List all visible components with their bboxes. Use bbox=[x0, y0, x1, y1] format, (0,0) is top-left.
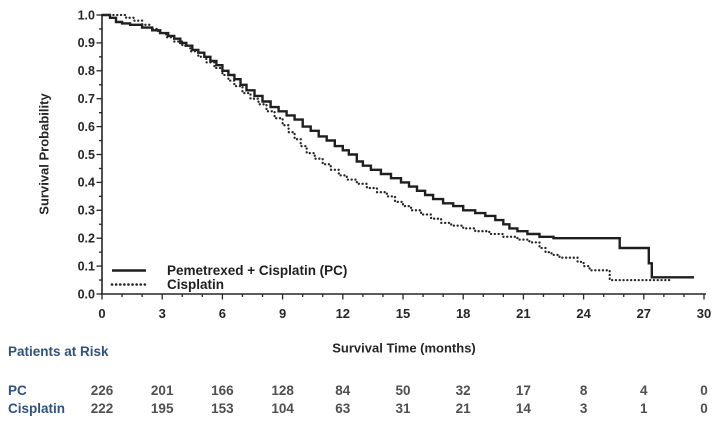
risk-count: 21 bbox=[455, 401, 471, 416]
risk-count: 84 bbox=[335, 383, 351, 398]
y-tick-label: 0.4 bbox=[78, 176, 95, 190]
y-axis-title: Survival Probability bbox=[36, 93, 52, 215]
curve-pemetrexed-cisplatin bbox=[102, 13, 694, 279]
risk-row-label-pc: PC bbox=[8, 383, 27, 398]
x-tick-label: 15 bbox=[396, 306, 410, 321]
risk-count: 128 bbox=[271, 383, 294, 398]
risk-count: 14 bbox=[515, 401, 531, 416]
y-tick-label: 0.0 bbox=[78, 287, 95, 301]
x-tick-label: 21 bbox=[516, 306, 530, 321]
risk-row-label-cisplatin: Cisplatin bbox=[8, 401, 66, 416]
y-tick-labels: 0.0 0.1 0.2 0.3 0.4 0.5 0.6 0.7 0.8 0.9 1.0 bbox=[78, 8, 95, 301]
legend-label-cisplatin: Cisplatin bbox=[167, 277, 225, 292]
x-tick-label: 18 bbox=[456, 306, 470, 321]
risk-count: 50 bbox=[395, 383, 411, 398]
risk-count: 32 bbox=[455, 383, 471, 398]
x-tick-label: 12 bbox=[336, 306, 350, 321]
y-tick-label: 0.5 bbox=[78, 148, 95, 162]
x-tick-label: 30 bbox=[697, 306, 711, 321]
y-tick-label: 0.6 bbox=[78, 120, 95, 134]
risk-count: 166 bbox=[211, 383, 234, 398]
x-tick-label: 3 bbox=[159, 306, 166, 321]
tick-marks bbox=[96, 14, 705, 300]
y-tick-label: 0.1 bbox=[78, 259, 95, 273]
risk-count: 17 bbox=[515, 383, 531, 398]
y-tick-label: 0.2 bbox=[78, 232, 95, 246]
risk-count: 153 bbox=[211, 401, 234, 416]
y-tick-label: 0.8 bbox=[78, 64, 95, 78]
risk-count: 3 bbox=[579, 401, 588, 416]
x-tick-label: 9 bbox=[279, 306, 286, 321]
risk-count: 226 bbox=[90, 383, 114, 398]
risk-count: 63 bbox=[335, 401, 351, 416]
risk-table-header: Patients at Risk bbox=[8, 344, 109, 359]
legend-label-pc: Pemetrexed + Cisplatin (PC) bbox=[167, 263, 348, 278]
x-tick-label: 27 bbox=[637, 306, 651, 321]
risk-count: 104 bbox=[271, 401, 294, 416]
risk-count: 0 bbox=[700, 401, 708, 416]
risk-count: 8 bbox=[579, 383, 588, 398]
risk-count: 4 bbox=[640, 383, 648, 398]
risk-count: 0 bbox=[700, 383, 708, 398]
x-tick-label: 24 bbox=[576, 306, 591, 321]
x-tick-labels: 0 3 6 9 12 15 18 21 24 27 30 bbox=[98, 306, 711, 321]
risk-count: 31 bbox=[395, 401, 411, 416]
x-tick-label: 6 bbox=[219, 306, 226, 321]
y-tick-label: 0.7 bbox=[78, 92, 95, 106]
axes bbox=[101, 15, 706, 295]
x-tick-label: 0 bbox=[98, 306, 105, 321]
y-tick-label: 1.0 bbox=[78, 8, 95, 22]
y-tick-label: 0.9 bbox=[78, 36, 95, 50]
y-tick-label: 0.3 bbox=[78, 204, 95, 218]
curve-cisplatin bbox=[100, 13, 672, 282]
risk-count: 222 bbox=[90, 401, 114, 416]
risk-count: 1 bbox=[640, 401, 648, 416]
risk-count: 195 bbox=[150, 401, 174, 416]
x-axis-title: Survival Time (months) bbox=[332, 340, 476, 356]
risk-count: 201 bbox=[150, 383, 174, 398]
